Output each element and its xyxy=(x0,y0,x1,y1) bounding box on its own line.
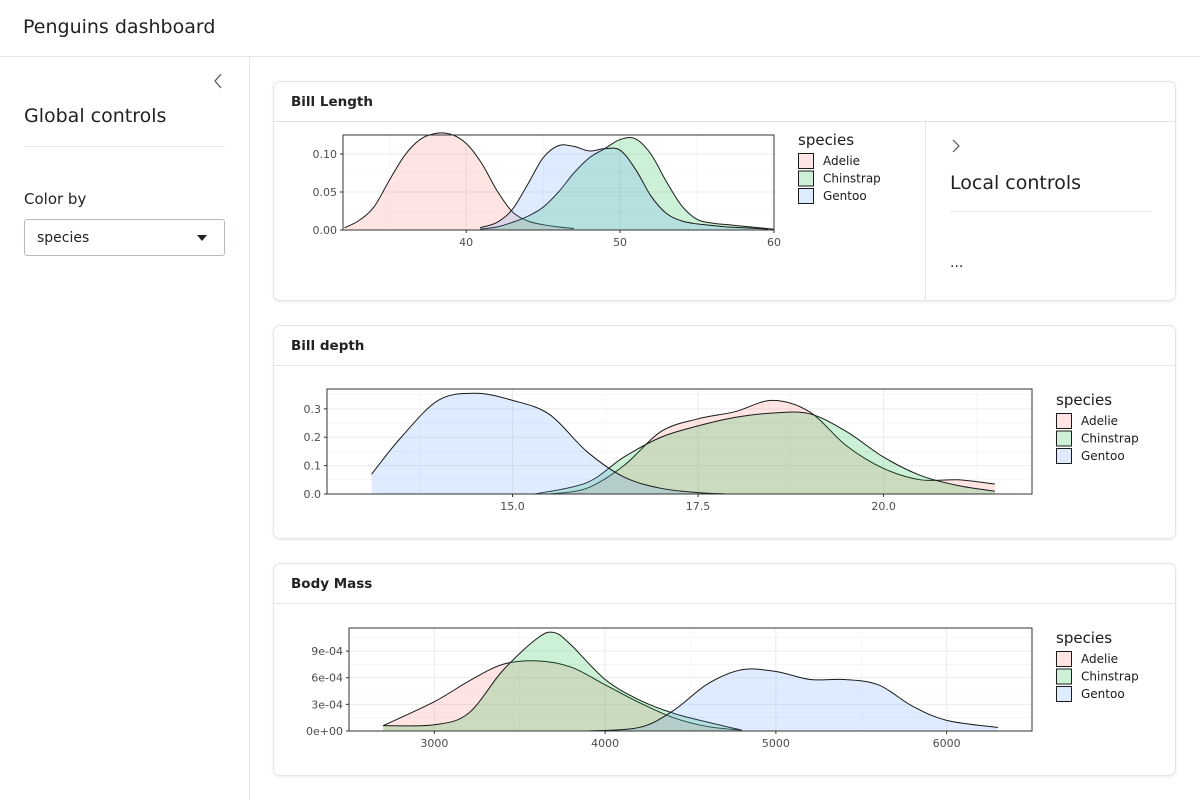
plot-panel xyxy=(327,389,1032,494)
legend-key-adelie xyxy=(1056,651,1072,667)
top-navbar: Penguins dashboard xyxy=(0,0,1200,57)
legend-title: species xyxy=(1056,629,1112,647)
legend-label-chinstrap: Chinstrap xyxy=(1081,670,1139,684)
legend-key-chinstrap xyxy=(1056,430,1072,447)
x-tick-label: 17.5 xyxy=(686,500,711,513)
bill-length-card: Bill Length 0.00 0.05 0.10 40 50 60 species Ade… xyxy=(273,81,1176,301)
legend-key-bg xyxy=(1056,448,1072,464)
legend-key-bg xyxy=(1056,686,1072,702)
density-area-chinstrap xyxy=(480,137,774,230)
y-tick-label: 0.0 xyxy=(304,488,322,501)
color-by-label: Color by xyxy=(24,190,87,208)
legend-key-chinstrap xyxy=(798,170,814,187)
legend-key-bg xyxy=(1056,430,1072,447)
legend-key-chinstrap xyxy=(1056,668,1072,685)
legend-label-chinstrap: Chinstrap xyxy=(823,172,881,186)
y-tick-label: 0.2 xyxy=(304,431,322,444)
plot-panel xyxy=(343,135,774,230)
density-area-gentoo xyxy=(480,144,768,230)
y-tick-label: 3e-04 xyxy=(311,698,343,711)
x-tick-label: 40 xyxy=(459,236,473,249)
x-tick-label: 20.0 xyxy=(871,500,896,513)
app-title: Penguins dashboard xyxy=(23,16,216,38)
y-tick-label: 9e-04 xyxy=(311,645,343,658)
legend-key-bg xyxy=(798,170,814,187)
body-mass-chart: 0e+00 3e-04 6e-04 9e-04 3000 4000 5000 6000 spec… xyxy=(306,627,1139,750)
local-controls-panel: Local controls ... xyxy=(925,122,1176,300)
x-tick-label: 60 xyxy=(767,236,781,249)
legend-label-adelie: Adelie xyxy=(1081,652,1118,666)
chevron-right-icon xyxy=(952,139,960,153)
y-tick-label: 6e-04 xyxy=(311,672,343,685)
x-tick-label: 4000 xyxy=(591,737,619,750)
sidebar-title: Global controls xyxy=(24,105,167,127)
legend-label-adelie: Adelie xyxy=(823,154,860,168)
plot-border xyxy=(342,134,775,231)
legend: species Adelie Chinstrap Gentoo xyxy=(798,131,881,204)
sidebar-divider xyxy=(24,146,225,147)
body-mass-card: Body Mass 0e+00 3e-04 6e-04 9e-04 3000 4000 50… xyxy=(273,563,1176,776)
card-title: Body Mass xyxy=(291,576,373,592)
caret-down-icon xyxy=(197,235,207,241)
density-area-gentoo xyxy=(588,668,998,731)
legend-key-gentoo xyxy=(1056,686,1072,702)
legend-title: species xyxy=(798,131,854,149)
chevron-left-icon xyxy=(214,73,222,89)
y-tick-label: 0.1 xyxy=(304,460,322,473)
density-area-chinstrap xyxy=(383,632,742,731)
card-header: Bill Length xyxy=(274,82,1175,122)
density-area-gentoo xyxy=(371,393,728,494)
x-tick-label: 6000 xyxy=(933,737,961,750)
plot-border xyxy=(326,388,1033,495)
y-tick-label: 0.3 xyxy=(304,403,322,416)
density-area-adelie xyxy=(344,132,574,230)
legend-key-bg xyxy=(1056,413,1072,429)
bill-length-chart: 0.00 0.05 0.10 40 50 60 species Adelie Chinstrap… xyxy=(313,131,881,249)
sidebar: Global controls Color by species xyxy=(0,57,250,800)
legend-key-bg xyxy=(1056,651,1072,667)
local-controls-divider xyxy=(950,211,1152,212)
legend-label-chinstrap: Chinstrap xyxy=(1081,432,1139,446)
y-tick-label: 0e+00 xyxy=(306,725,343,738)
color-by-selected-value: species xyxy=(37,230,90,246)
legend-label-gentoo: Gentoo xyxy=(1081,687,1125,701)
x-tick-label: 50 xyxy=(613,236,627,249)
legend-key-gentoo xyxy=(798,188,814,204)
density-area-adelie xyxy=(383,660,742,731)
local-controls-title: Local controls xyxy=(950,172,1082,194)
legend-label-gentoo: Gentoo xyxy=(823,189,867,203)
y-tick-label: 0.00 xyxy=(313,224,338,237)
x-tick-label: 5000 xyxy=(762,737,790,750)
legend-key-adelie xyxy=(798,153,814,169)
bill-depth-chart: 0.0 0.1 0.2 0.3 15.0 17.5 20.0 species Adelie Chi… xyxy=(304,388,1139,513)
card-header: Body Mass xyxy=(274,564,1175,604)
legend-label-adelie: Adelie xyxy=(1081,414,1118,428)
legend-key-bg xyxy=(798,188,814,204)
plot-border xyxy=(348,627,1033,732)
density-area-adelie xyxy=(549,400,995,494)
x-tick-label: 15.0 xyxy=(500,500,525,513)
x-tick-label: 3000 xyxy=(420,737,448,750)
sidebar-collapse-button[interactable] xyxy=(208,71,228,91)
legend: species Adelie Chinstrap Gentoo xyxy=(1056,629,1139,702)
legend-title: species xyxy=(1056,391,1112,409)
y-tick-label: 0.10 xyxy=(313,148,338,161)
card-title: Bill depth xyxy=(291,338,365,354)
bill-depth-card: Bill depth 0.0 0.1 0.2 0.3 15.0 17.5 20.0 speci… xyxy=(273,325,1176,539)
card-title: Bill Length xyxy=(291,94,373,110)
local-controls-content: ... xyxy=(950,255,964,271)
legend-key-adelie xyxy=(1056,413,1072,429)
legend: species Adelie Chinstrap Gentoo xyxy=(1056,391,1139,464)
legend-label-gentoo: Gentoo xyxy=(1081,449,1125,463)
color-by-select[interactable]: species xyxy=(24,219,225,256)
legend-key-bg xyxy=(798,153,814,169)
y-tick-label: 0.05 xyxy=(313,186,338,199)
density-area-chinstrap xyxy=(534,411,995,494)
legend-key-gentoo xyxy=(1056,448,1072,464)
local-controls-toggle[interactable] xyxy=(948,136,966,156)
card-header: Bill depth xyxy=(274,326,1175,366)
legend-key-bg xyxy=(1056,668,1072,685)
